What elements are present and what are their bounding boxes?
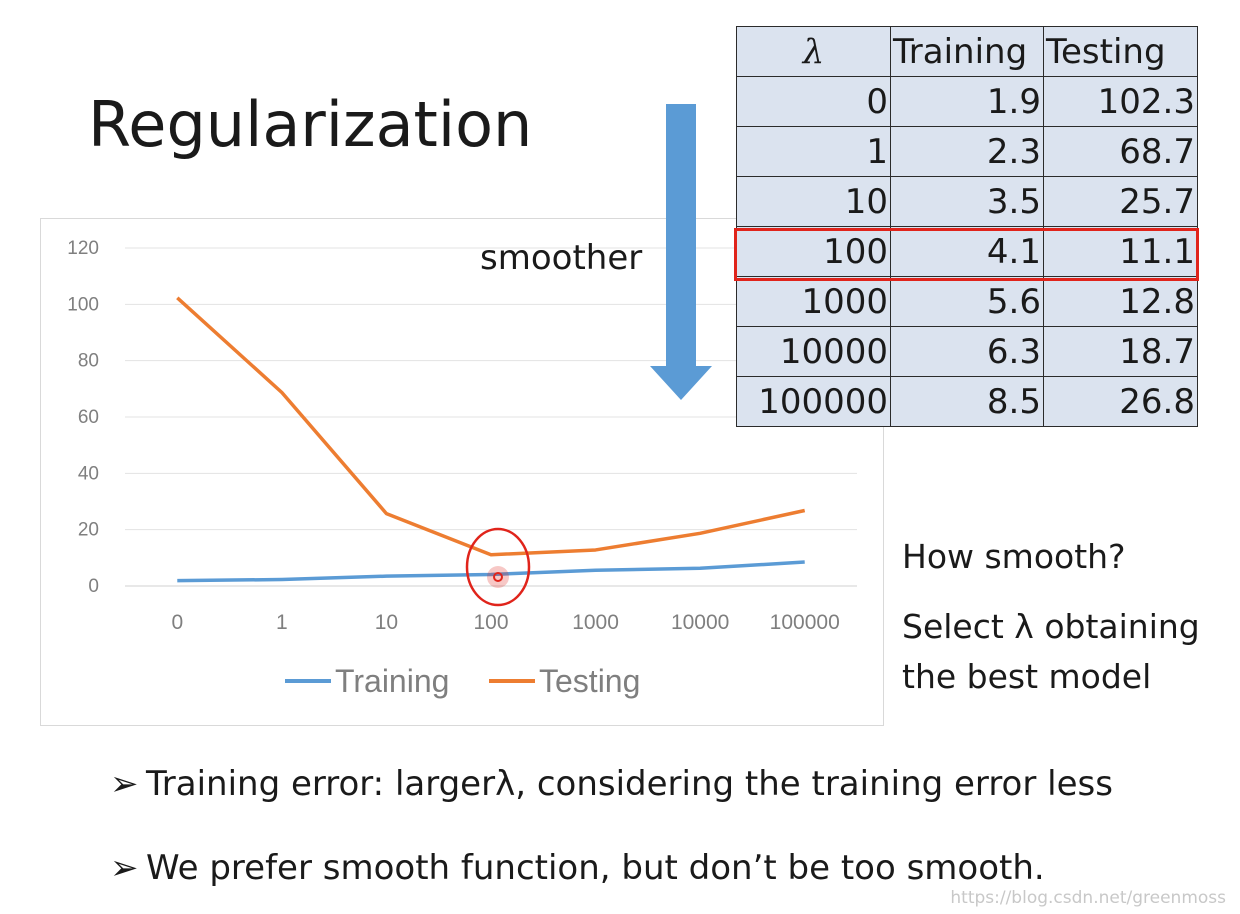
cell-lambda: 1 (736, 126, 891, 177)
cell-lambda: 10000 (736, 326, 891, 377)
watermark: https://blog.csdn.net/greenmoss (950, 888, 1226, 908)
cell-training: 6.3 (890, 326, 1044, 377)
cell-training: 2.3 (890, 126, 1044, 177)
table-row-highlighted: 100 4.1 11.1 (736, 226, 1198, 277)
x-tick-label: 100 (473, 611, 508, 634)
cursor-dot (493, 572, 503, 582)
bullet-text: We prefer smooth function, but don’t be … (146, 848, 1045, 888)
header-testing: Testing (1043, 26, 1198, 77)
y-tick-label: 100 (67, 294, 99, 315)
y-tick-label: 20 (78, 520, 99, 541)
down-arrow-icon (650, 104, 712, 400)
cell-testing: 25.7 (1043, 176, 1198, 227)
cell-testing: 26.8 (1043, 376, 1198, 427)
arrow-bullet-icon: ➢ (110, 764, 139, 804)
y-tick-label: 40 (78, 463, 99, 484)
side-text-best-model: the best model (902, 657, 1152, 696)
cell-testing: 102.3 (1043, 76, 1198, 127)
cell-testing: 68.7 (1043, 126, 1198, 177)
y-tick-label: 60 (78, 407, 99, 428)
cell-lambda: 0 (736, 76, 891, 127)
header-lambda: λ (736, 26, 891, 77)
series-line-testing (176, 296, 806, 557)
cell-testing: 18.7 (1043, 326, 1198, 377)
slide-title: Regularization (88, 88, 533, 161)
legend-label: Training (335, 663, 449, 699)
table-row: 10000 6.3 18.7 (736, 326, 1198, 377)
cell-training: 5.6 (890, 276, 1044, 327)
table-row: 10 3.5 25.7 (736, 176, 1198, 227)
cell-training: 4.1 (890, 226, 1044, 277)
cell-training: 8.5 (890, 376, 1044, 427)
x-tick-label: 100000 (770, 611, 840, 634)
table-row: 0 1.9 102.3 (736, 76, 1198, 127)
cell-testing: 11.1 (1043, 226, 1198, 277)
x-tick-label: 0 (171, 611, 183, 634)
cell-lambda: 1000 (736, 276, 891, 327)
series-line-training (177, 560, 805, 583)
cell-testing: 12.8 (1043, 276, 1198, 327)
header-training: Training (890, 26, 1044, 77)
cell-lambda: 100 (736, 226, 891, 277)
legend-label: Testing (539, 663, 640, 699)
smoother-label: smoother (480, 238, 643, 278)
side-text-select: Select λ obtaining (902, 607, 1200, 646)
y-tick-label: 120 (67, 238, 99, 259)
cell-training: 1.9 (890, 76, 1044, 127)
x-tick-label: 10000 (671, 611, 729, 634)
table-row: 1 2.3 68.7 (736, 126, 1198, 177)
cell-training: 3.5 (890, 176, 1044, 227)
bullet-text: Training error: largerλ, considering the… (146, 764, 1113, 804)
y-tick-label: 80 (78, 351, 99, 372)
table-row: 1000 5.6 12.8 (736, 276, 1198, 327)
table-row: 100000 8.5 26.8 (736, 376, 1198, 427)
cell-lambda: 100000 (736, 376, 891, 427)
bullet-item: ➢ Training error: largerλ, considering th… (110, 764, 1113, 804)
x-tick-label: 1000 (572, 611, 619, 634)
cursor-glow (487, 566, 509, 588)
side-text-question: How smooth? (902, 537, 1126, 576)
table-header-row: λ Training Testing (736, 26, 1198, 77)
highlight-ellipse (465, 527, 531, 607)
x-tick-label: 1 (276, 611, 288, 634)
y-tick-label: 0 (88, 576, 99, 597)
bullet-item: ➢ We prefer smooth function, but don’t be… (110, 848, 1045, 888)
arrow-bullet-icon: ➢ (110, 848, 139, 888)
x-tick-label: 10 (375, 611, 398, 634)
cell-lambda: 10 (736, 176, 891, 227)
lambda-table: λ Training Testing 0 1.9 102.3 1 2.3 68.… (736, 26, 1198, 427)
line-chart: 0 20 40 60 80 100 120 0 1 10 100 1000 10000 100000 Tra… (67, 238, 857, 699)
